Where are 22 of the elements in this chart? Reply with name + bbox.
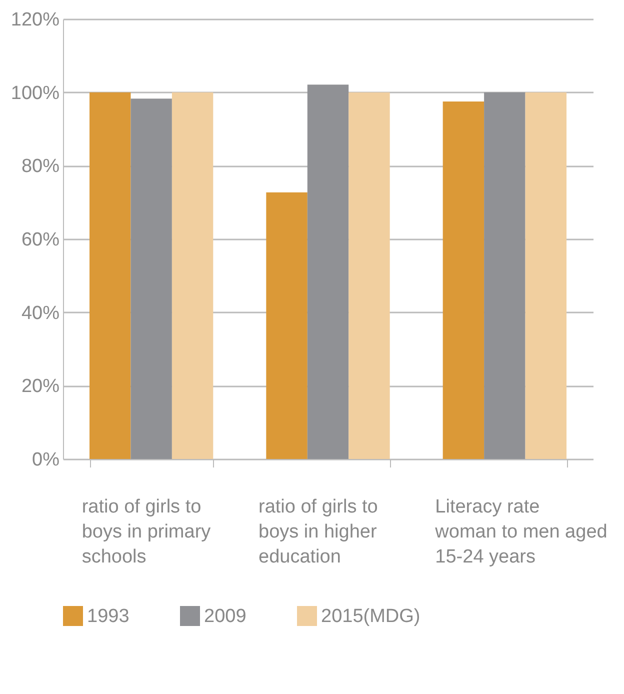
y-tick-label: 80% [21,156,60,178]
y-tick-label: 100% [10,82,60,104]
x-tick-label: Literacy rate woman to men aged 15-24 years [434,496,608,568]
y-tick-label: 40% [21,302,60,324]
y-tick-label: 20% [21,376,60,398]
x-tick-label: ratio of girls to boys in higher education [258,496,378,568]
y-tick-label: 0% [32,450,60,470]
legend-label: 1993 [87,606,130,627]
bar [172,92,214,459]
legend-label: 2015(MDG) [321,606,420,627]
bar [525,92,566,459]
legend-label: 2009 [204,606,246,627]
bar [442,102,484,459]
bar [90,92,131,459]
y-tick-label: 120% [10,10,60,30]
x-tick-label: ratio of girls to boys in primary schools [82,496,212,568]
bar [266,192,308,459]
y-tick-label: 60% [21,230,60,250]
bar [348,92,390,459]
bar [130,98,172,459]
bar [484,92,526,459]
bar [307,84,349,459]
